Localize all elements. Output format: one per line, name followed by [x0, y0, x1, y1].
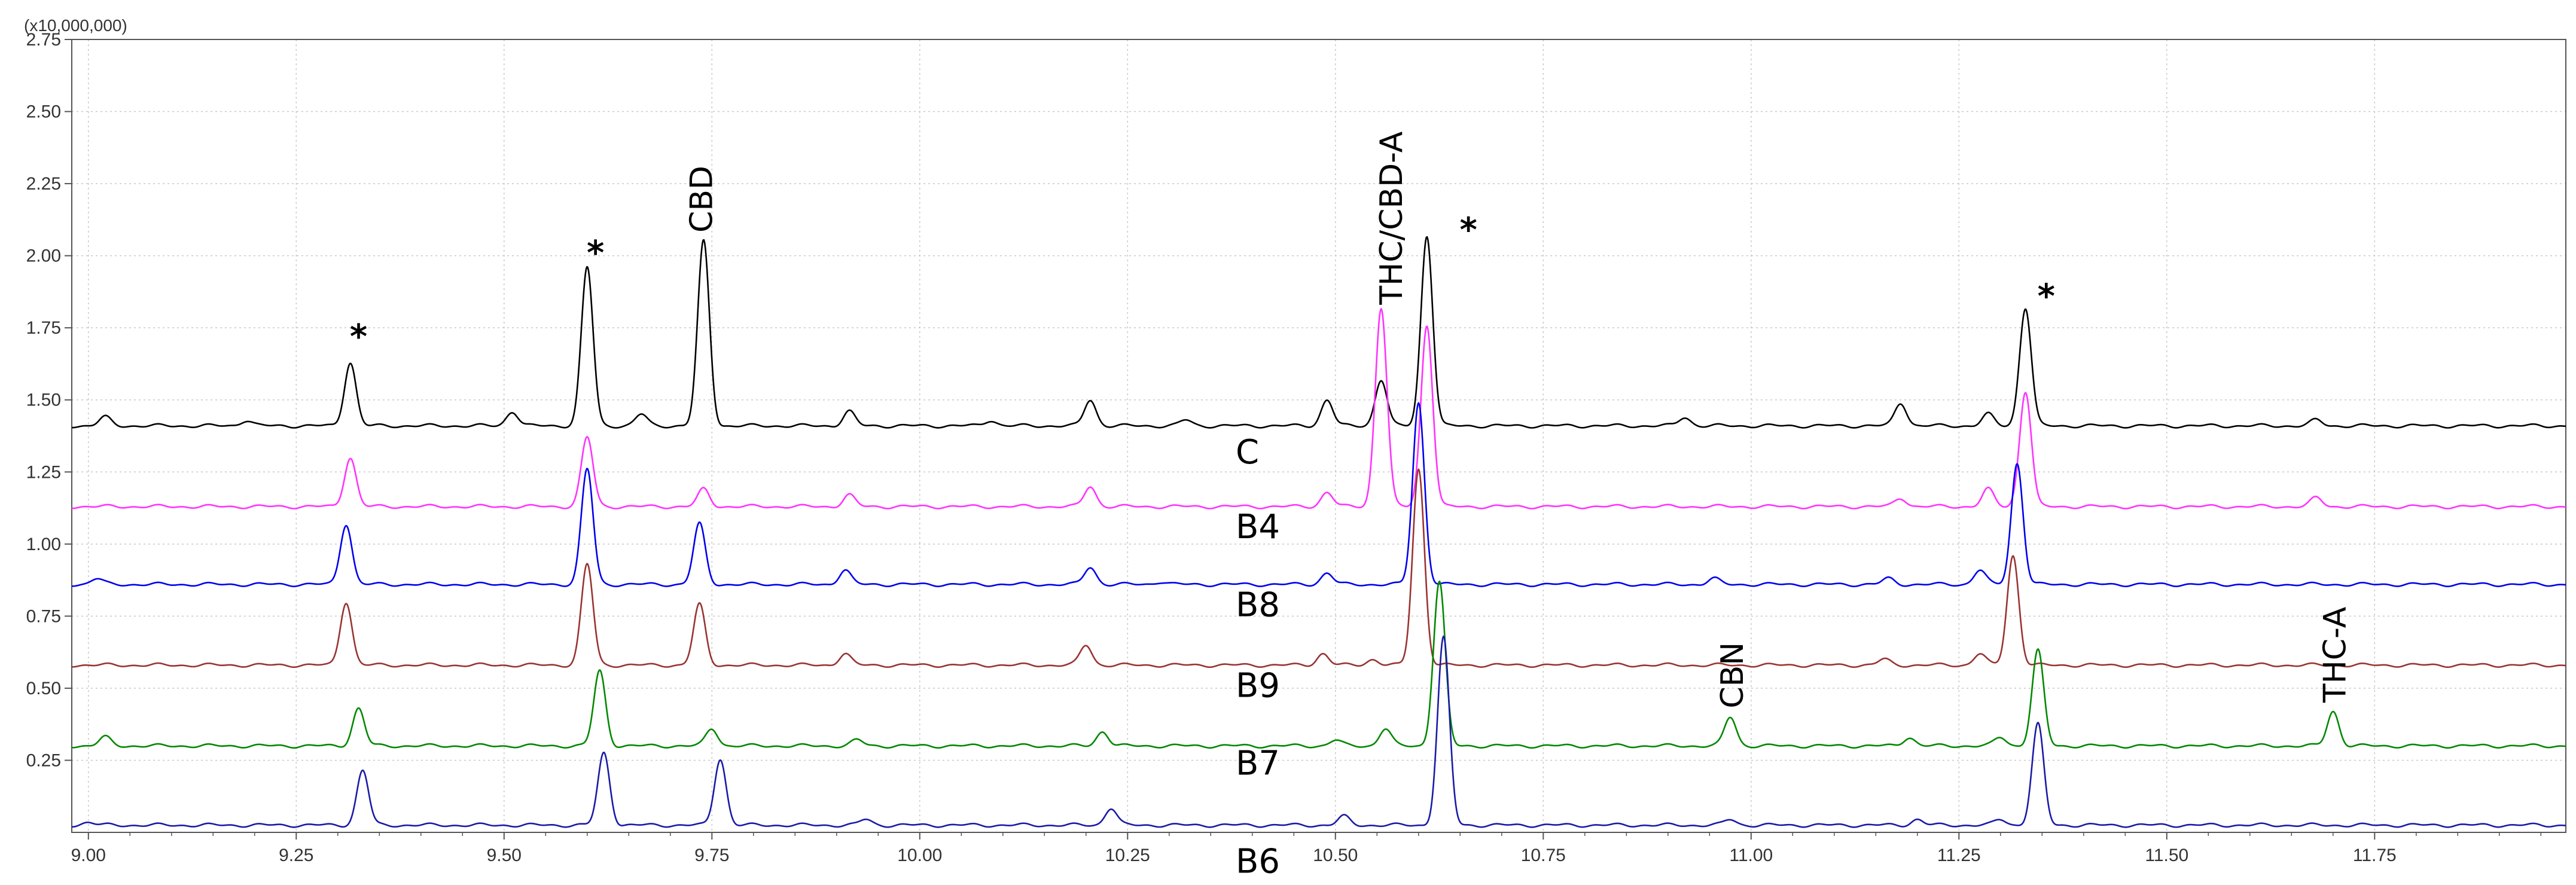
y-tick-label: 2.75 [26, 30, 61, 50]
y-tick-label: 0.75 [26, 606, 61, 626]
y-tick-label: 2.25 [26, 174, 61, 194]
series-label: B6 [1236, 843, 1280, 881]
series-label: B4 [1236, 508, 1280, 547]
y-axis: 0.25 0.50 0.75 1.00 1.25 1.50 1.75 2.00 2.25 2.50… [26, 30, 72, 770]
x-tick-label: 11.25 [1937, 846, 1981, 865]
y-multiplier-label: (x10,000,000) [24, 16, 127, 35]
x-tick-label: 11.00 [1729, 846, 1773, 865]
trace-c [71, 236, 2566, 429]
y-tick-label: 0.50 [26, 679, 61, 698]
x-tick-label: 9.75 [694, 846, 729, 865]
trace-b6 [71, 635, 2566, 828]
peak-asterisk: * [1460, 211, 1477, 250]
x-tick-label: 9.25 [279, 846, 313, 865]
series-label: B8 [1236, 585, 1280, 624]
x-tick-label: 10.00 [897, 846, 942, 865]
y-tick-label: 2.00 [26, 246, 61, 266]
peak-asterisk: * [350, 318, 367, 356]
x-tick-label: 10.75 [1521, 846, 1566, 865]
x-axis: 9.00 9.25 9.50 9.75 10.00 10.25 10.50 10.75 11.0… [71, 832, 2542, 865]
peak-label: THC-A [2318, 606, 2354, 703]
series-labels: C B4 B8 B9 B7 B6 [1236, 433, 1280, 881]
trace-b9 [71, 468, 2566, 669]
x-tick-label: 11.75 [2353, 846, 2397, 865]
trace-b4 [71, 307, 2566, 509]
series-label: B7 [1236, 744, 1280, 783]
y-tick-label: 1.25 [26, 462, 61, 482]
y-tick-label: 1.75 [26, 318, 61, 338]
y-tick-label: 0.25 [26, 750, 61, 770]
y-tick-label: 2.50 [26, 102, 61, 122]
peak-label: CBN [1715, 642, 1751, 709]
peak-label: CBD [684, 166, 720, 233]
peak-asterisk: * [2038, 277, 2055, 316]
series-label: B9 [1236, 666, 1280, 705]
peak-label: THC/CBD-A [1374, 131, 1410, 305]
x-tick-label: 10.50 [1313, 846, 1358, 865]
plot-area-frame [71, 39, 2566, 833]
trace-b7 [71, 580, 2566, 749]
x-tick-label: 11.50 [2145, 846, 2188, 865]
series-label: C [1236, 433, 1259, 472]
y-tick-label: 1.50 [26, 390, 61, 410]
chromatogram-traces [71, 236, 2566, 828]
y-tick-label: 1.00 [26, 535, 61, 554]
x-tick-label: 9.50 [487, 846, 522, 865]
grid-lines [72, 39, 2566, 832]
trace-b8 [71, 402, 2566, 587]
peak-annotations: * * CBD THC/CBD-A * * CBN THC-A [350, 131, 2354, 708]
peak-asterisk: * [587, 234, 604, 273]
x-tick-label: 10.25 [1105, 846, 1150, 865]
x-tick-label: 9.00 [71, 846, 106, 865]
